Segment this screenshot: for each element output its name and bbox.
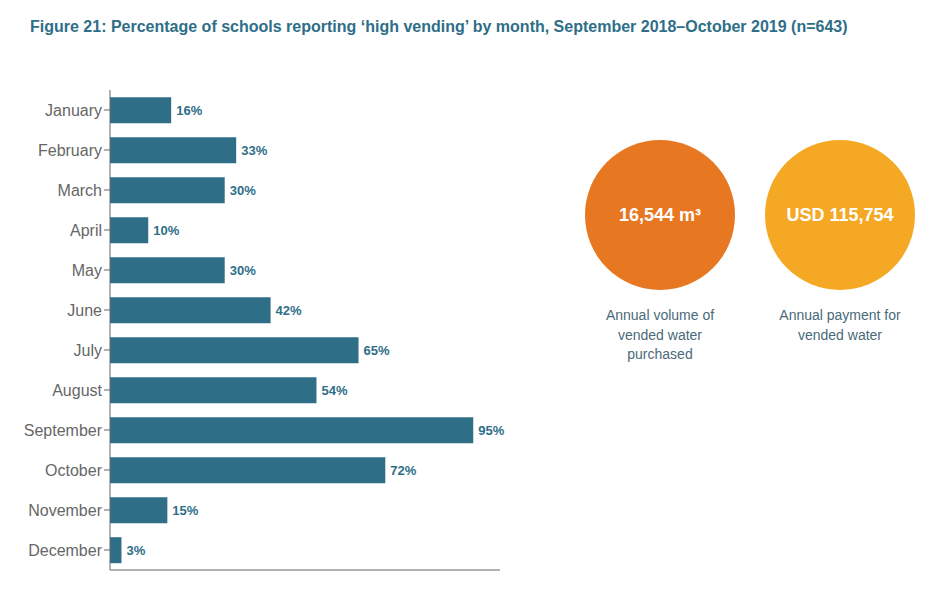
svg-text:10%: 10% xyxy=(153,223,179,238)
svg-text:December: December xyxy=(28,542,102,559)
svg-text:July: July xyxy=(74,342,102,359)
svg-text:95%: 95% xyxy=(478,423,504,438)
svg-text:15%: 15% xyxy=(172,503,198,518)
html-text:Annual payment for vended wate: Annual payment for vended water xyxy=(779,307,901,343)
svg-text:November: November xyxy=(28,502,102,519)
svg-text:January: January xyxy=(45,102,102,119)
svg-text:33%: 33% xyxy=(241,143,267,158)
svg-text:65%: 65% xyxy=(364,343,390,358)
svg-text:30%: 30% xyxy=(230,263,256,278)
svg-text:March: March xyxy=(58,182,102,199)
svg-text:72%: 72% xyxy=(390,463,416,478)
svg-text:54%: 54% xyxy=(321,383,347,398)
svg-text:August: August xyxy=(52,382,102,399)
svg-text:30%: 30% xyxy=(230,183,256,198)
html-text:USD 115,754: USD 115,754 xyxy=(786,204,894,225)
svg-text:3%: 3% xyxy=(126,543,145,558)
svg-text:April: April xyxy=(70,222,102,239)
svg-text:42%: 42% xyxy=(276,303,302,318)
svg-text:May: May xyxy=(72,262,102,279)
html-text:16,544 m³: 16,544 m³ xyxy=(619,204,701,225)
svg-text:February: February xyxy=(38,142,102,159)
html-text:Annual volume of vended water: Annual volume of vended water purchased xyxy=(605,307,715,363)
svg-text:June: June xyxy=(67,302,102,319)
svg-text:September: September xyxy=(24,422,103,439)
svg-text:16%: 16% xyxy=(176,103,202,118)
html-text:Figure 21: Percentage of schoo: Figure 21: Percentage of schools reporti… xyxy=(30,18,848,35)
svg-text:October: October xyxy=(45,462,103,479)
